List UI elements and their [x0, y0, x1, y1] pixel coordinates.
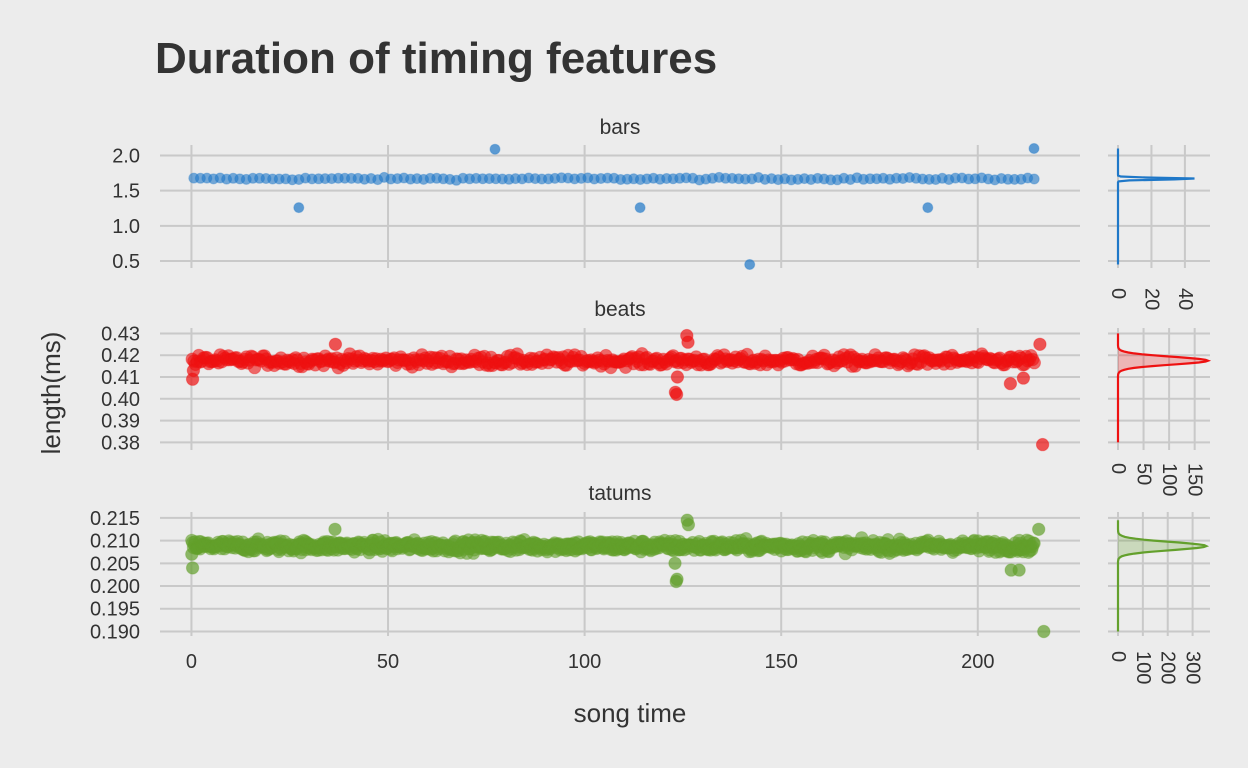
- density-tick-label: 20: [1140, 288, 1162, 310]
- density-tick-label: 100: [1158, 463, 1180, 496]
- outlier-point: [1035, 437, 1050, 452]
- y-tick-label: 0.41: [101, 367, 140, 389]
- outlier-point: [681, 518, 696, 532]
- points-bars: [188, 143, 1040, 270]
- x-tick-label: 200: [961, 651, 994, 673]
- y-tick-label: 0.43: [101, 323, 140, 345]
- data-point: [1028, 173, 1040, 185]
- panel-bars: bars 0.5 1.0 1.5 2.0 0 20 40: [112, 116, 1210, 310]
- outlier-point: [1028, 143, 1040, 154]
- density-tick-label: 40: [1174, 288, 1196, 310]
- outlier-point: [669, 387, 684, 402]
- density-curve: [1116, 520, 1210, 632]
- x-axis-label: song time: [574, 698, 687, 728]
- density-area: [1118, 333, 1208, 443]
- outlier-point: [1012, 563, 1026, 577]
- outlier-point: [185, 561, 200, 575]
- outlier-point: [670, 572, 684, 586]
- y-tick-label: 0.210: [90, 531, 140, 553]
- y-tick-label: 0.205: [90, 553, 140, 575]
- panel-strip-label: tatums: [588, 482, 651, 505]
- y-tick-label: 2.0: [112, 146, 140, 168]
- density-tick-label: 50: [1133, 463, 1155, 485]
- outlier-point: [489, 143, 501, 155]
- x-tick-label: 150: [765, 651, 798, 673]
- y-tick-label: 0.40: [101, 389, 140, 411]
- outlier-point: [1037, 624, 1051, 639]
- outlier-point: [186, 363, 201, 378]
- outlier-point: [634, 202, 646, 214]
- outlier-point: [185, 547, 199, 561]
- density-tick-label: 150: [1184, 463, 1206, 496]
- y-tick-label: 0.39: [101, 411, 140, 433]
- density-tick-label: 200: [1157, 651, 1179, 684]
- y-tick-label: 0.5: [112, 251, 140, 273]
- data-point: [1027, 356, 1042, 370]
- chart-title: Duration of timing features: [155, 34, 717, 83]
- y-tick-label: 1.0: [112, 216, 140, 238]
- outlier-point: [1032, 522, 1046, 536]
- outlier-point: [1003, 376, 1018, 391]
- x-tick-label: 100: [568, 651, 601, 673]
- y-axis-label: length(ms): [36, 332, 66, 455]
- density-tick-label: 0: [1107, 288, 1129, 299]
- density-curve: [1116, 148, 1195, 265]
- density-curve: [1116, 333, 1212, 443]
- y-tick-label: 0.42: [101, 345, 140, 367]
- points-beats: [185, 328, 1050, 452]
- outlier-point: [668, 556, 682, 570]
- points-tatums: [185, 513, 1051, 639]
- y-tick-label: 0.190: [90, 621, 140, 643]
- outlier-point: [922, 202, 934, 214]
- panel-beats: beats 0.380.390.400.410.420.43 0 50 100 150: [101, 298, 1212, 496]
- data-point: [1027, 536, 1041, 550]
- panel-strip-label: bars: [600, 116, 641, 139]
- density-tick-label: 300: [1182, 651, 1204, 684]
- density-area: [1118, 520, 1207, 632]
- x-tick-label: 0: [186, 651, 197, 673]
- outlier-point: [328, 522, 342, 536]
- density-tick-label: 0: [1107, 463, 1129, 474]
- outlier-point: [1033, 337, 1047, 351]
- y-tick-label: 0.200: [90, 576, 140, 598]
- x-tick-label: 50: [377, 651, 399, 673]
- density-tick-label: 100: [1132, 651, 1154, 684]
- y-tick-label: 0.38: [101, 432, 140, 454]
- y-tick-label: 0.215: [90, 508, 140, 530]
- outlier-point: [681, 335, 695, 349]
- panel-strip-label: beats: [594, 298, 645, 321]
- y-tick-label: 0.195: [90, 599, 140, 621]
- outlier-point: [670, 370, 685, 384]
- y-tick-label: 1.5: [112, 181, 140, 203]
- outlier-point: [293, 202, 305, 214]
- outlier-point: [328, 337, 343, 351]
- outlier-point: [744, 259, 756, 270]
- density-tick-label: 0: [1107, 651, 1129, 662]
- outlier-point: [1016, 371, 1031, 385]
